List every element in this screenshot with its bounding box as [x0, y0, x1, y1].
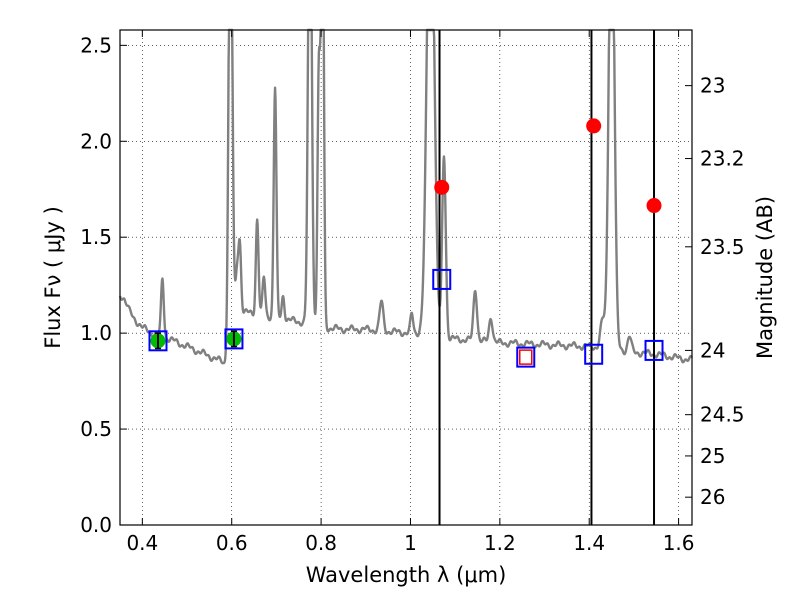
y2-tick-label: 24.5	[700, 403, 745, 427]
y-tick-label: 2.0	[80, 129, 112, 153]
y2-tick-label: 26	[700, 485, 725, 509]
x-tick-label: 1.4	[573, 531, 605, 555]
y2-tick-label: 23.5	[700, 235, 745, 259]
x-tick-label: 0.4	[126, 531, 158, 555]
y2-tick-label: 24	[700, 338, 725, 362]
y-tick-label: 1.0	[80, 321, 112, 345]
model-band-box	[516, 346, 536, 368]
detection-point	[586, 118, 602, 134]
x-axis-label: Wavelength λ (μm)	[306, 563, 507, 587]
detection-point	[646, 198, 662, 214]
vertical-lines	[438, 30, 656, 525]
x-tick-label: 1.2	[484, 531, 516, 555]
y2-tick-label: 23	[700, 74, 725, 98]
plot-frame	[119, 29, 693, 526]
ticks: 0.4 0.6 0.8 1 1.2 1.4 1.6 0.0 0.5 1.0 1.5 2.0 2.5 23 2…	[80, 30, 745, 555]
y-axis-label: Flux Fν ( μJy )	[41, 206, 65, 349]
spectrum	[118, 28, 694, 365]
x-tick-label: 1.6	[663, 531, 695, 555]
x-tick-label: 1	[404, 531, 417, 555]
y-tick-label: 0.5	[80, 417, 112, 441]
highlight-box	[519, 349, 533, 365]
data-markers	[148, 118, 664, 368]
y2-tick-label: 23.2	[700, 147, 745, 171]
spectrum-line	[118, 28, 694, 365]
model-band-box	[644, 339, 664, 361]
axis-labels: Wavelength λ (μm) Flux Fν ( μJy ) Magnit…	[41, 196, 777, 587]
detection-point	[434, 179, 450, 195]
model-band-box	[432, 268, 452, 290]
y2-tick-label: 25	[700, 444, 725, 468]
y2-axis-label: Magnitude (AB)	[753, 196, 777, 359]
x-tick-label: 0.6	[216, 531, 248, 555]
model-band-box	[148, 330, 168, 352]
model-band-box	[584, 343, 604, 365]
model-band-box	[224, 328, 244, 350]
y-tick-label: 2.5	[80, 33, 112, 57]
y-tick-label: 0.0	[80, 513, 112, 537]
x-tick-label: 0.8	[305, 531, 337, 555]
y-tick-label: 1.5	[80, 225, 112, 249]
